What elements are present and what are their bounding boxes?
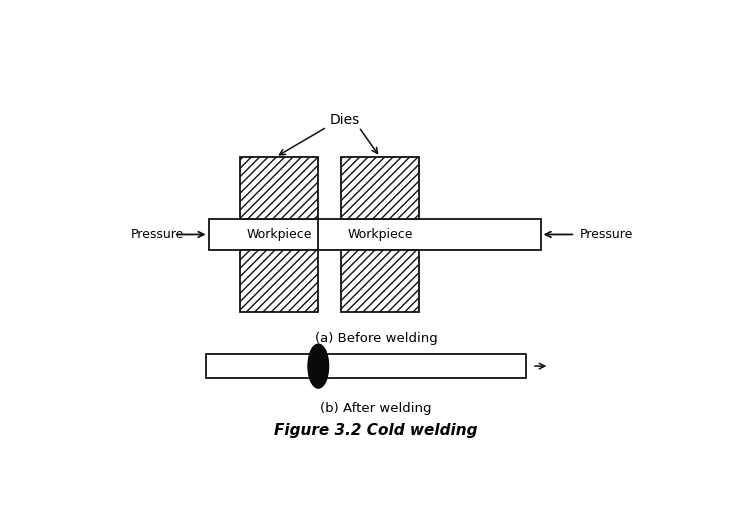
Text: (b) After welding: (b) After welding [320,402,432,416]
Text: Dies: Dies [329,113,359,127]
Text: Workpiece: Workpiece [247,228,312,241]
Bar [341,157,419,219]
Text: Figure 3.2 Cold welding: Figure 3.2 Cold welding [274,423,478,438]
Text: (a) Before welding: (a) Before welding [314,332,437,345]
Bar [241,250,318,312]
Ellipse shape [308,344,329,388]
Bar [241,157,318,219]
Bar [209,219,541,250]
Text: Pressure: Pressure [130,228,184,241]
Bar [341,250,419,312]
Text: Workpiece: Workpiece [347,228,413,241]
Bar [206,354,526,378]
Text: Pressure: Pressure [580,228,633,241]
